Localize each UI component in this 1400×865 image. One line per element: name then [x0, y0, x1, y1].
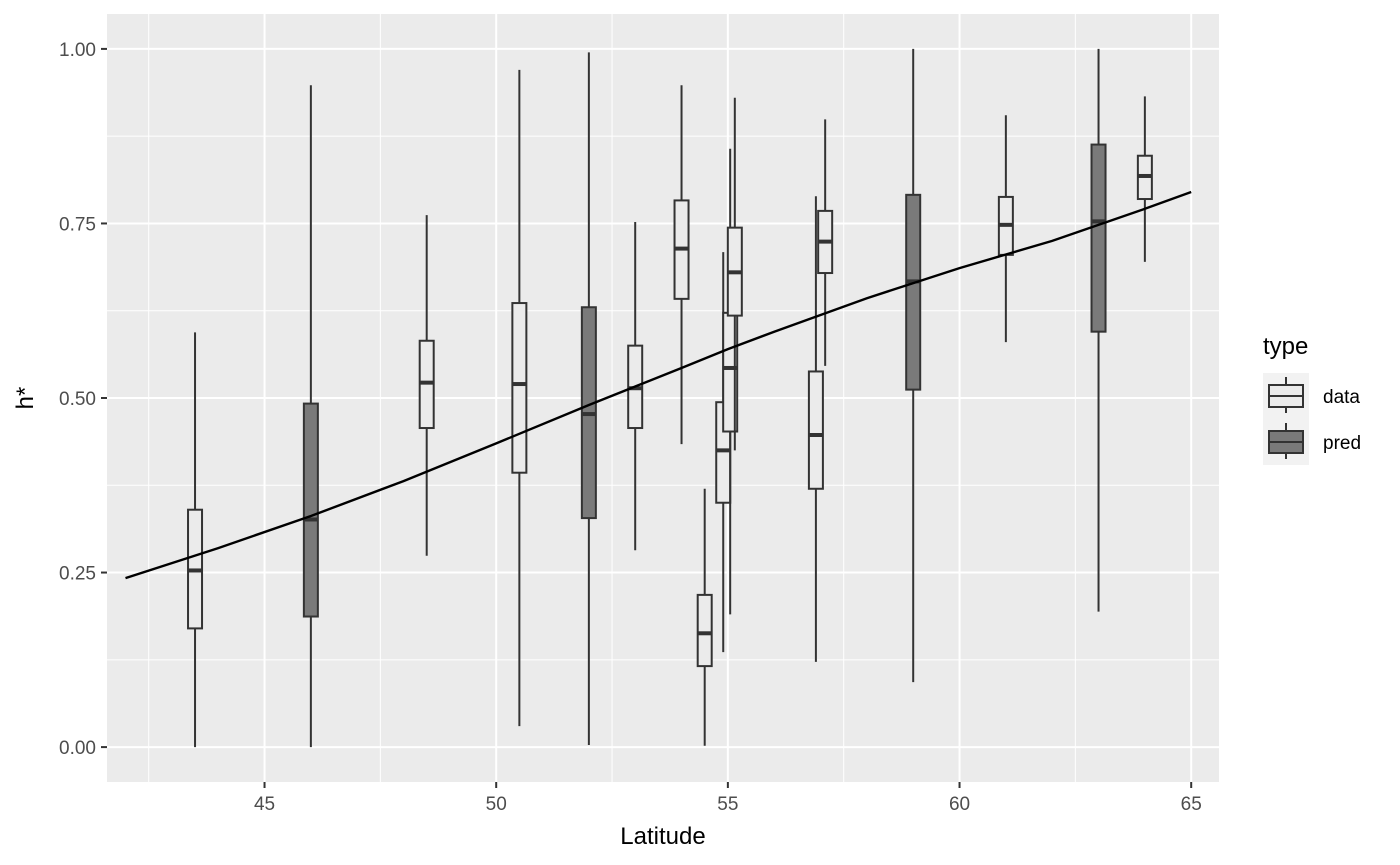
fit-curve — [125, 190, 1192, 580]
x-tick-label: 45 — [254, 794, 275, 815]
box-iqr — [511, 302, 528, 474]
x-tick-label: 50 — [486, 794, 507, 815]
boxplots — [187, 48, 1153, 748]
boxplot-pred — [580, 52, 597, 745]
boxplot-data — [1136, 96, 1153, 262]
box-iqr — [807, 370, 824, 490]
box-iqr — [696, 593, 713, 668]
y-axis-title: h* — [12, 387, 39, 410]
x-tick-label: 55 — [717, 794, 738, 815]
x-tick-label: 60 — [949, 794, 970, 815]
legend: type data pred — [1263, 333, 1361, 465]
boxplot-pred — [1090, 48, 1107, 612]
boxplot-data — [997, 115, 1014, 343]
boxplot-pred — [905, 48, 922, 683]
boxplot-data — [418, 215, 435, 556]
boxplot-data — [726, 97, 743, 451]
box-iqr — [1090, 143, 1107, 333]
fit-curve-layer — [125, 190, 1192, 580]
y-tick-label: 0.50 — [59, 389, 96, 410]
x-tick-label: 65 — [1181, 794, 1202, 815]
axes: 45 50 55 60 65 0.00 0.25 0.50 0.75 1.00 — [59, 40, 1202, 815]
box-iqr — [905, 193, 922, 391]
gridlines — [107, 14, 1219, 782]
y-tick-label: 0.00 — [59, 738, 96, 759]
y-tick-label: 0.75 — [59, 214, 96, 235]
box-iqr — [302, 402, 319, 618]
boxplot-data — [807, 196, 824, 662]
boxplot-data — [511, 69, 528, 727]
boxplot-pred — [302, 85, 319, 748]
boxplot-data — [187, 332, 204, 748]
legend-key-pred: pred — [1263, 419, 1361, 465]
y-tick-label: 0.25 — [59, 564, 96, 585]
legend-title: type — [1263, 333, 1308, 360]
legend-keys: data pred — [1263, 373, 1361, 465]
y-tick-label: 1.00 — [59, 40, 96, 61]
legend-label: pred — [1323, 433, 1361, 454]
boxplot-data — [673, 85, 690, 445]
boxplot-data — [696, 488, 713, 746]
legend-label: data — [1323, 387, 1360, 408]
x-axis-title: Latitude — [620, 823, 705, 850]
boxplot-data — [817, 119, 834, 366]
legend-key-data: data — [1263, 373, 1360, 419]
